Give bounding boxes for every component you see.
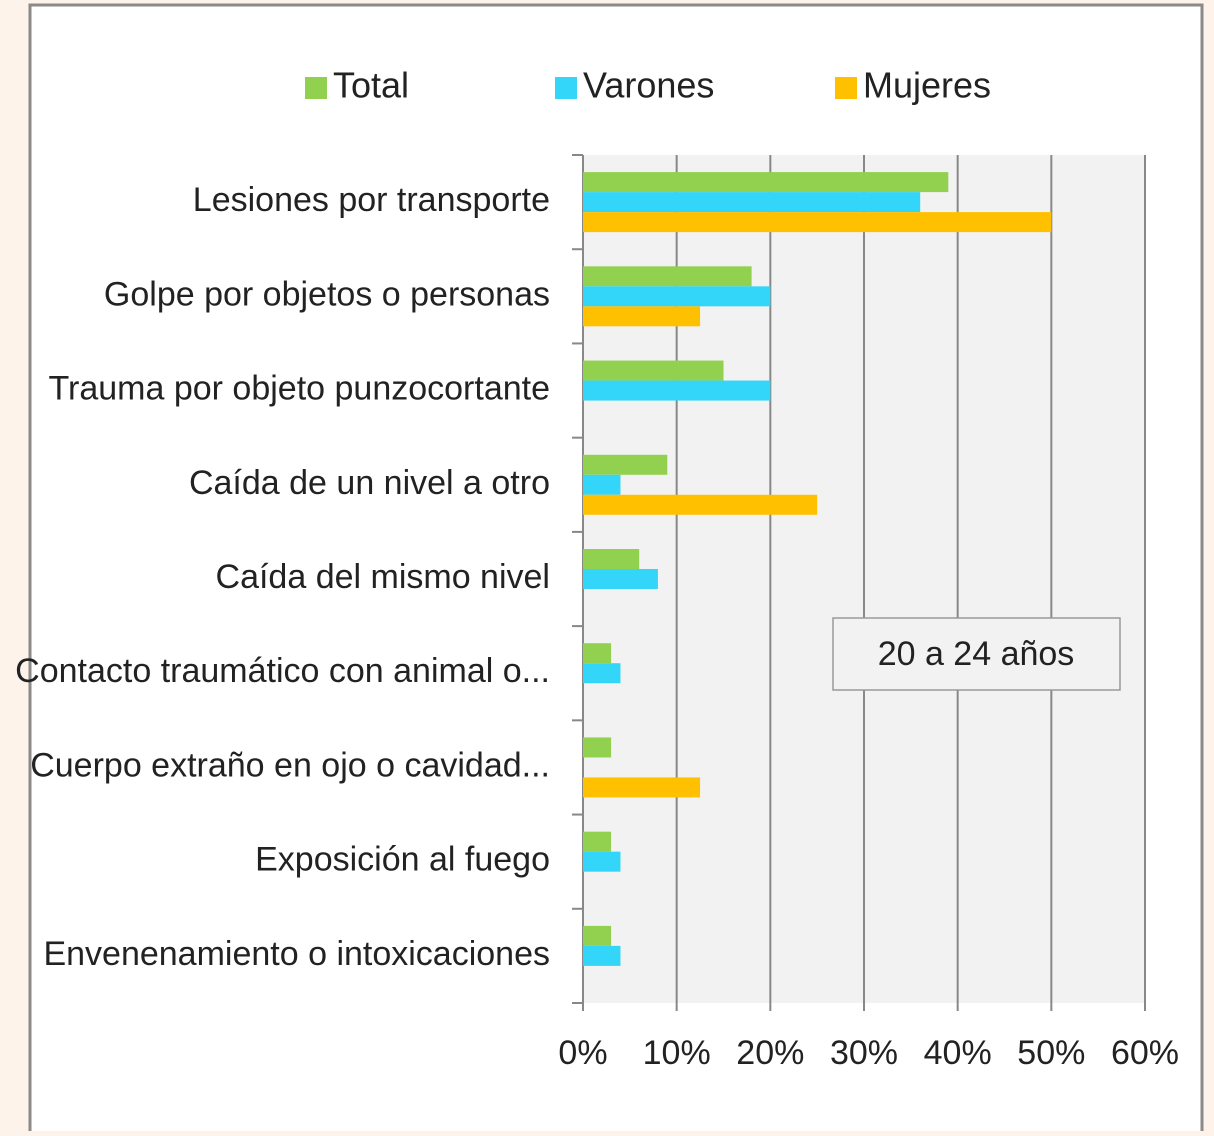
legend-swatch — [555, 77, 577, 99]
bar — [583, 494, 818, 515]
x-tick-label: 50% — [1017, 1034, 1085, 1072]
x-tick-label: 10% — [643, 1034, 711, 1072]
bar — [583, 945, 621, 966]
bar — [583, 192, 921, 213]
y-tick-label: Exposición al fuego — [255, 841, 550, 879]
y-tick-label: Trauma por objeto punzocortante — [49, 370, 550, 408]
bar — [583, 212, 1052, 233]
bar — [583, 286, 771, 307]
legend-label: Mujeres — [863, 65, 991, 106]
bar — [583, 306, 701, 327]
legend-label: Varones — [583, 65, 714, 106]
bar — [583, 643, 612, 664]
x-tick-label: 40% — [924, 1034, 992, 1072]
annotation-box — [832, 617, 1121, 691]
bar — [583, 474, 621, 495]
annotation: 20 a 24 años — [878, 635, 1075, 673]
legend-label: Total — [333, 65, 409, 106]
x-tick-label: 0% — [558, 1034, 607, 1072]
bar — [583, 737, 612, 758]
x-tick-label: 20% — [736, 1034, 804, 1072]
x-tick-label: 60% — [1111, 1034, 1179, 1072]
bar — [583, 663, 621, 684]
bar — [583, 266, 752, 287]
bar — [583, 831, 612, 852]
y-tick-label: Caída de un nivel a otro — [189, 464, 550, 502]
bar — [583, 569, 658, 589]
y-tick-label: Contacto traumático con animal o... — [15, 652, 550, 690]
bar — [583, 925, 612, 946]
bar — [583, 360, 724, 381]
bar — [583, 851, 621, 872]
legend-swatch — [305, 77, 327, 99]
y-tick-label: Envenenamiento o intoxicaciones — [43, 935, 550, 973]
bar — [583, 380, 771, 401]
bar — [583, 172, 949, 193]
bar — [583, 454, 668, 475]
y-tick-label: Lesiones por transporte — [193, 181, 550, 219]
legend-swatch — [835, 77, 857, 99]
x-tick-label: 30% — [830, 1034, 898, 1072]
bar — [583, 777, 701, 798]
y-tick-label: Cuerpo extraño en ojo o cavidad... — [30, 746, 550, 784]
bar — [583, 549, 640, 569]
y-tick-label: Caída del mismo nivel — [216, 558, 550, 596]
y-tick-label: Golpe por objetos o personas — [104, 275, 550, 313]
